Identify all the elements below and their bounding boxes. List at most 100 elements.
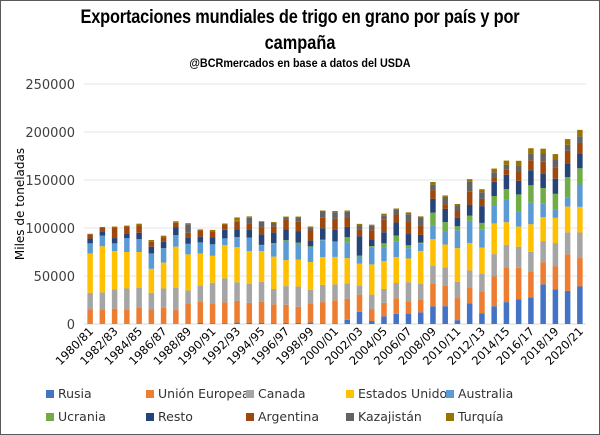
bar-segment-turqu-a <box>479 189 485 193</box>
y-tick-label: 150000 <box>25 174 75 189</box>
legend-label: Resto <box>158 409 193 424</box>
bar-segment-argentina <box>197 230 204 237</box>
bar-segment-resto <box>564 163 571 178</box>
bar-segment-resto <box>136 232 142 240</box>
bar-segment-ucrania <box>234 237 240 239</box>
bar-segment-uni-n-europea <box>258 301 265 324</box>
bar-segment-resto <box>528 170 534 186</box>
bar-segment-canada <box>148 292 155 310</box>
bar-segment-rusia <box>283 323 289 324</box>
bar-segment-estados-unidos <box>393 257 399 284</box>
bar-segment-argentina <box>417 225 424 235</box>
bar-segment-estados-unidos <box>564 206 571 233</box>
bar-segment-rusia <box>515 299 522 324</box>
bar-segment-canada <box>173 288 179 311</box>
bar-segment-resto <box>87 238 93 244</box>
bar-segment-kazajist-n <box>283 217 289 220</box>
bar-segment-rusia <box>393 313 399 324</box>
bar-segment-argentina <box>540 161 546 174</box>
bar-segment-resto <box>430 198 436 213</box>
bar-segment-argentina <box>430 190 436 199</box>
bar-segment-canada <box>540 241 546 263</box>
bar-segment-argentina <box>552 167 559 179</box>
bar-segment-argentina <box>479 198 485 207</box>
bar-segment-uni-n-europea <box>454 298 461 321</box>
bar-segment-uni-n-europea <box>283 304 289 324</box>
bar-segment-estados-unidos <box>442 244 448 268</box>
bar-segment-canada <box>111 289 118 309</box>
legend-swatch <box>146 390 154 398</box>
bar-segment-uni-n-europea <box>124 309 130 324</box>
bar-segment-uni-n-europea <box>417 299 424 313</box>
bar-segment-uni-n-europea <box>209 303 216 324</box>
bar-segment-rusia <box>320 323 326 324</box>
bar-segment-turqu-a <box>454 204 461 206</box>
bar-segment-ucrania <box>417 242 424 244</box>
bar-segment-australia <box>148 253 155 269</box>
bar-segment-ucrania <box>295 242 302 245</box>
bar-segment-ucrania <box>552 193 559 210</box>
bar-segment-rusia <box>479 313 485 324</box>
y-tick-label: 0 <box>67 318 75 333</box>
legend-swatch <box>446 390 454 398</box>
bar-segment-canada <box>332 284 338 301</box>
bar-segment-argentina <box>160 237 167 242</box>
bar-segment-estados-unidos <box>466 242 473 271</box>
bar-segment-estados-unidos <box>258 251 265 282</box>
bar-segment-estados-unidos <box>246 251 253 284</box>
bar-segment-resto <box>466 204 473 216</box>
bar-segment-argentina <box>564 150 571 164</box>
bar-segment-resto <box>173 227 179 236</box>
bar-segment-kazajist-n <box>344 211 350 218</box>
bar-segment-uni-n-europea <box>344 298 350 320</box>
bar-segment-australia <box>356 256 363 264</box>
bar-segment-canada <box>442 267 448 286</box>
bar-segment-rusia <box>528 297 534 324</box>
bar-segment-resto <box>503 174 510 190</box>
bar-segment-ucrania <box>528 185 534 203</box>
bar-segment-turqu-a <box>344 210 350 212</box>
bar-segment-estados-unidos <box>503 222 510 245</box>
bar-segment-rusia <box>491 306 497 324</box>
legend-swatch <box>46 390 54 398</box>
bar-segment-canada <box>466 270 473 288</box>
bar-segment-estados-unidos <box>209 255 216 283</box>
bar-segment-ucrania <box>430 212 436 226</box>
bar-segment-uni-n-europea <box>246 302 253 324</box>
bar-segment-resto <box>454 217 461 227</box>
bar-segment-kazajist-n <box>528 153 534 161</box>
bar-segment-australia <box>99 235 106 247</box>
bar-segment-australia <box>295 244 302 260</box>
bar-segment-canada <box>491 254 497 277</box>
bar-segment-estados-unidos <box>271 256 277 289</box>
bar-segment-rusia <box>368 321 375 324</box>
bar-segment-australia <box>417 243 424 251</box>
bar-segment-kazajist-n <box>258 221 265 228</box>
bar-segment-uni-n-europea <box>466 287 473 304</box>
bar-segment-rusia <box>246 323 253 324</box>
bar-segment-kazajist-n <box>307 227 314 231</box>
bar-segment-argentina <box>454 210 461 218</box>
legend-item: Ucrania <box>46 409 106 424</box>
bar-segment-kazajist-n <box>491 172 497 178</box>
legend-label: Kazajistán <box>358 409 422 424</box>
bar-segment-australia <box>246 237 253 252</box>
bar-segment-resto <box>295 231 302 243</box>
legend-item: Kazajistán <box>346 409 422 424</box>
bar-segment-estados-unidos <box>344 258 350 284</box>
bar-segment-turqu-a <box>160 235 167 238</box>
bar-segment-resto <box>442 208 448 223</box>
bar-segment-canada <box>503 244 510 269</box>
bar-segment-resto <box>222 229 228 239</box>
bar-segment-uni-n-europea <box>332 300 338 324</box>
bar-segment-turqu-a <box>430 182 436 185</box>
bar-segment-turqu-a <box>124 225 130 227</box>
bar-segment-resto <box>234 229 240 238</box>
bar-segment-turqu-a <box>148 240 155 242</box>
y-tick-label: 250000 <box>25 78 75 93</box>
bar-segment-argentina <box>148 241 155 247</box>
bar-segment-resto <box>491 181 497 197</box>
bar-segment-turqu-a <box>368 224 375 226</box>
legend-label: Australia <box>458 386 514 401</box>
bar-segment-estados-unidos <box>173 246 179 288</box>
